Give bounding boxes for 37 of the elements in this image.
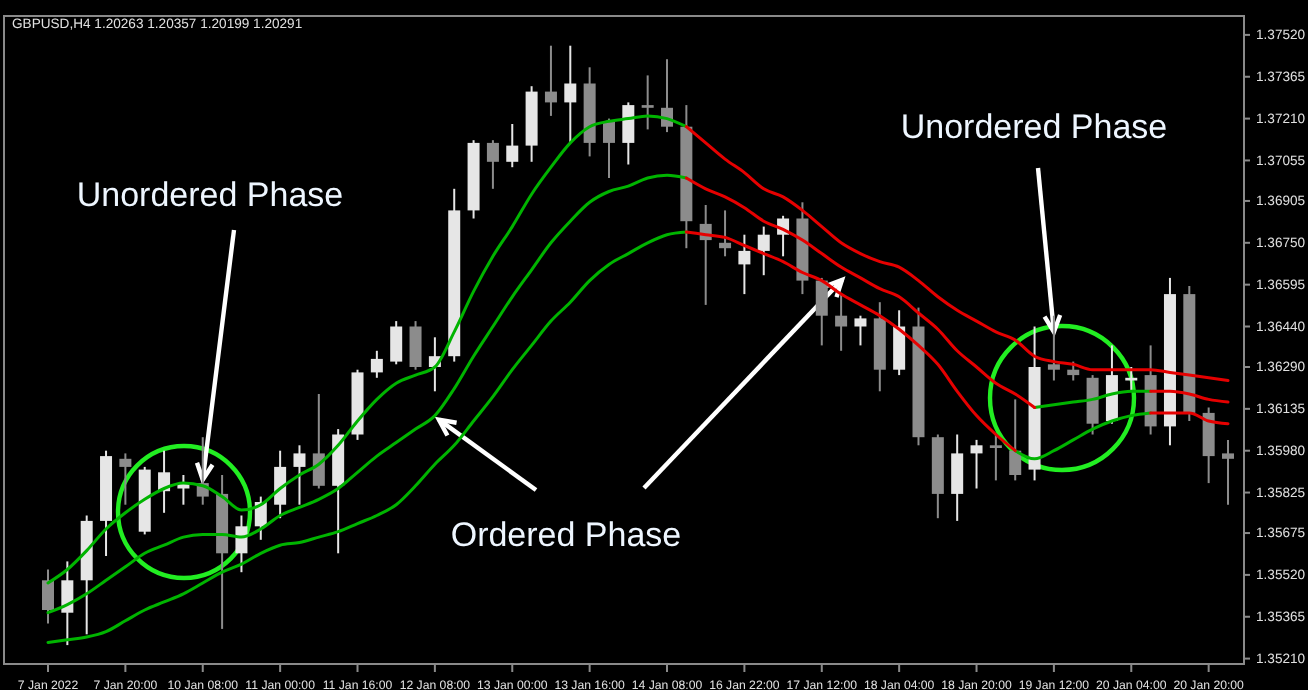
- candlestick: [893, 309, 906, 377]
- candlestick: [274, 449, 287, 520]
- candlestick: [506, 123, 519, 169]
- candlestick: [1047, 314, 1060, 382]
- candlestick: [854, 314, 867, 347]
- candlestick: [719, 209, 732, 258]
- candlestick: [119, 452, 132, 506]
- candlestick: [641, 74, 654, 131]
- candlestick: [42, 568, 54, 625]
- annotation: Unordered Phase: [900, 108, 1168, 146]
- candlestick: [1222, 438, 1234, 506]
- candlestick: [738, 233, 751, 296]
- candlestick: [1086, 374, 1099, 436]
- candlestick: [544, 44, 557, 117]
- candlestick: [370, 349, 383, 379]
- candlestick: [835, 293, 848, 352]
- candlestick: [970, 438, 983, 490]
- candlestick: [1067, 360, 1080, 382]
- candlestick: [409, 320, 422, 371]
- candlestick: [1009, 398, 1022, 482]
- candlestick: [486, 139, 499, 190]
- candlestick: [622, 101, 635, 166]
- candlestick: [815, 276, 828, 347]
- candlestick: [1125, 366, 1138, 393]
- candlestick: [602, 117, 615, 179]
- candlestick: [1202, 406, 1215, 485]
- candlestick: [293, 444, 306, 506]
- candlestick: [951, 433, 964, 522]
- candlestick: [564, 44, 577, 144]
- candlestick: [390, 320, 403, 366]
- annotation: Ordered Phase: [450, 516, 682, 554]
- candlestick: [61, 560, 74, 647]
- candlestick: [312, 393, 325, 490]
- candlestick: [1105, 344, 1118, 425]
- candlestick: [757, 225, 770, 277]
- candlestick: [989, 433, 1002, 482]
- annotation: Unordered Phase: [76, 176, 344, 214]
